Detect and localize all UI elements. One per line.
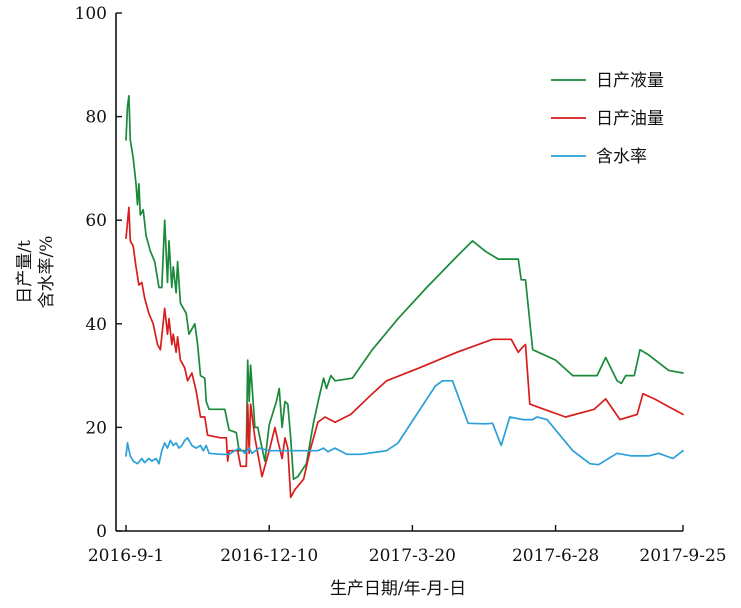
legend-label: 日产液量 <box>596 71 664 91</box>
series-lines <box>125 95 684 499</box>
y-axis-title-line-2: 含水率/% <box>37 236 57 309</box>
x-tick-label: 2017-6-28 <box>512 546 599 566</box>
series-line-1 <box>125 206 684 499</box>
legend-label: 含水率 <box>596 147 647 167</box>
axes <box>115 13 683 532</box>
x-tick-label: 2017-9-25 <box>639 546 726 566</box>
x-tick-label: 2016-12-10 <box>220 546 318 566</box>
series-line-2 <box>125 379 684 466</box>
y-tick-label: 60 <box>85 211 107 231</box>
x-tick-label: 2016-9-1 <box>88 546 164 566</box>
legend-label: 日产油量 <box>596 109 664 129</box>
x-ticks: 2016-9-1 2016-12-10 2017-3-20 2017-6-28 2017… <box>88 525 727 566</box>
y-tick-label: 80 <box>85 108 107 128</box>
y-ticks: 0 20 40 60 80 100 <box>75 4 122 542</box>
y-tick-label: 100 <box>75 4 107 24</box>
y-axis-title-line-1: 日产量/t <box>15 240 35 304</box>
y-tick-label: 20 <box>85 418 107 438</box>
x-axis-title: 生产日期/年-月-日 <box>330 579 466 599</box>
y-tick-label: 0 <box>96 522 107 542</box>
x-tick-label: 2017-3-20 <box>369 546 456 566</box>
y-tick-label: 40 <box>85 315 107 335</box>
